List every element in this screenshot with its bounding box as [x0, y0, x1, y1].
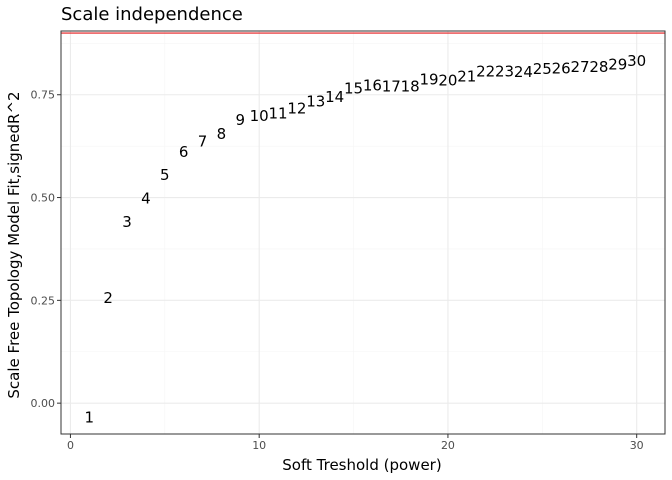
x-tick-label: 10: [252, 439, 266, 452]
data-point-label: 10: [250, 107, 269, 125]
data-point-label: 30: [627, 52, 646, 70]
data-point-label: 18: [401, 78, 420, 96]
data-point-label: 15: [344, 80, 363, 98]
x-tick-label: 0: [67, 439, 74, 452]
x-tick-label: 30: [630, 439, 644, 452]
y-tick-label: 0.25: [31, 294, 56, 307]
data-point-label: 13: [306, 93, 325, 111]
data-point-label: 3: [122, 213, 132, 231]
data-point-label: 24: [514, 63, 533, 81]
data-point-label: 29: [608, 55, 627, 73]
data-point-label: 5: [160, 166, 170, 184]
data-point-label: 2: [103, 289, 113, 307]
x-axis-title: Soft Treshold (power): [282, 456, 441, 474]
data-point-label: 6: [179, 143, 189, 161]
y-axis-title: Scale Free Topology Model Fit,signedR^2: [5, 91, 23, 398]
data-point-label: 11: [269, 105, 288, 123]
data-point-label: 4: [141, 189, 151, 207]
data-point-label: 17: [382, 78, 401, 96]
data-point-label: 27: [571, 58, 590, 76]
data-point-label: 1: [85, 409, 95, 427]
data-point-label: 9: [236, 111, 246, 129]
y-axis-ticks: 0.00 0.25 0.50 0.75: [31, 89, 61, 410]
data-point-label: 19: [420, 71, 439, 89]
data-point-label: 20: [438, 71, 457, 89]
x-axis-ticks: 0 10 20 30: [67, 434, 644, 452]
plot-panel-border: [60, 30, 666, 435]
data-point-label: 16: [363, 77, 382, 95]
data-point-label: 28: [589, 58, 608, 76]
x-tick-label: 20: [441, 439, 455, 452]
data-point-label: 12: [287, 99, 306, 117]
y-tick-label: 0.75: [31, 89, 56, 102]
data-point-label: 22: [476, 63, 495, 81]
chart-title: Scale independence: [61, 4, 243, 25]
data-point-label: 23: [495, 63, 514, 81]
data-point-label: 26: [552, 59, 571, 77]
data-point-label: 25: [533, 60, 552, 78]
y-tick-label: 0.50: [31, 192, 56, 205]
grid-lines: [61, 31, 665, 434]
data-point-label: 14: [325, 88, 344, 106]
y-tick-label: 0.00: [31, 397, 56, 410]
data-point-label: 7: [198, 133, 208, 151]
data-point-label: 8: [217, 125, 227, 143]
data-point-label: 21: [457, 68, 476, 86]
